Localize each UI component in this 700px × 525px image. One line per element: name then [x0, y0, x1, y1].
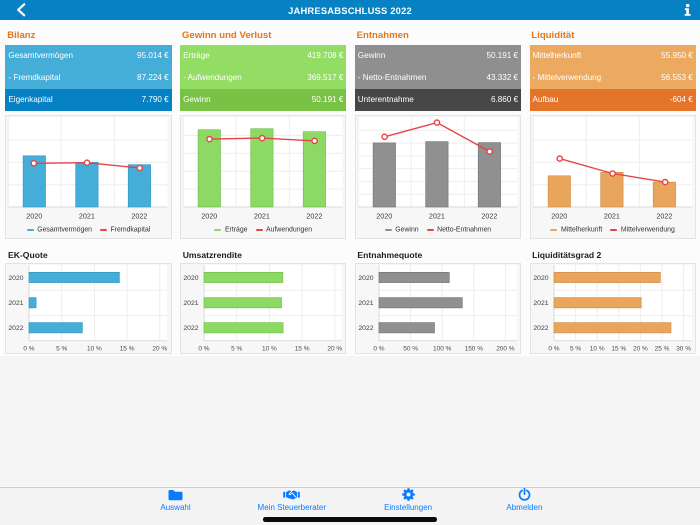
svg-text:2020: 2020	[27, 212, 43, 221]
svg-text:2022: 2022	[132, 212, 148, 221]
svg-text:2020: 2020	[551, 212, 567, 221]
svg-text:2020: 2020	[201, 212, 217, 221]
svg-text:5 %: 5 %	[231, 345, 242, 352]
svg-text:2021: 2021	[254, 212, 270, 221]
svg-text:20 %: 20 %	[633, 345, 648, 352]
svg-text:200 %: 200 %	[496, 345, 515, 352]
svg-text:2020: 2020	[376, 212, 392, 221]
svg-text:25 %: 25 %	[654, 345, 669, 352]
svg-text:2021: 2021	[358, 300, 373, 307]
svg-text:2022: 2022	[481, 212, 497, 221]
svg-text:5 %: 5 %	[56, 345, 67, 352]
svg-text:0 %: 0 %	[199, 345, 210, 352]
svg-text:2022: 2022	[306, 212, 322, 221]
svg-text:0 %: 0 %	[548, 345, 559, 352]
svg-text:15 %: 15 %	[295, 345, 310, 352]
svg-text:2022: 2022	[184, 325, 199, 332]
svg-text:30 %: 30 %	[676, 345, 691, 352]
svg-text:2022: 2022	[533, 325, 548, 332]
svg-text:2021: 2021	[533, 300, 548, 307]
svg-text:2020: 2020	[9, 274, 24, 281]
svg-text:10 %: 10 %	[87, 345, 102, 352]
svg-text:2022: 2022	[9, 325, 24, 332]
svg-text:20 %: 20 %	[327, 345, 342, 352]
svg-text:2021: 2021	[79, 212, 95, 221]
svg-text:2021: 2021	[429, 212, 445, 221]
svg-text:0 %: 0 %	[24, 345, 35, 352]
svg-text:15 %: 15 %	[611, 345, 626, 352]
svg-text:50 %: 50 %	[403, 345, 418, 352]
svg-text:2020: 2020	[184, 274, 199, 281]
svg-text:10 %: 10 %	[262, 345, 277, 352]
svg-text:10 %: 10 %	[589, 345, 604, 352]
svg-text:2020: 2020	[358, 274, 373, 281]
svg-text:2021: 2021	[9, 300, 24, 307]
svg-text:2021: 2021	[603, 212, 619, 221]
svg-text:100 %: 100 %	[433, 345, 452, 352]
svg-text:150 %: 150 %	[464, 345, 483, 352]
svg-text:0 %: 0 %	[373, 345, 384, 352]
svg-text:2021: 2021	[184, 300, 199, 307]
svg-text:2020: 2020	[533, 274, 548, 281]
svg-text:5 %: 5 %	[570, 345, 581, 352]
svg-text:2022: 2022	[358, 325, 373, 332]
svg-text:15 %: 15 %	[120, 345, 135, 352]
svg-text:20 %: 20 %	[153, 345, 168, 352]
svg-text:2022: 2022	[656, 212, 672, 221]
